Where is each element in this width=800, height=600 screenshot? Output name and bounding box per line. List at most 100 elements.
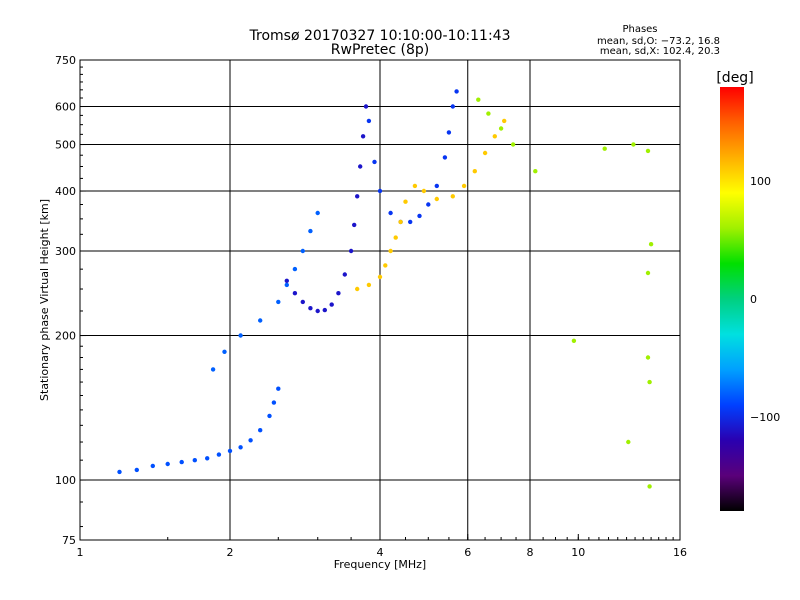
data-point [426, 202, 431, 207]
data-point [421, 188, 427, 194]
data-point [492, 134, 497, 139]
data-point [631, 142, 636, 147]
data-point [355, 286, 360, 292]
data-point [645, 270, 651, 276]
data-point [476, 97, 481, 102]
data-point [222, 349, 227, 354]
data-point [377, 274, 383, 280]
phases-legend-x: mean, sd,X: 102.4, 20.3 [600, 46, 720, 57]
data-point [205, 456, 210, 461]
colorbar-tick-label: 0 [750, 293, 757, 306]
data-point [533, 169, 538, 174]
data-point [258, 318, 263, 323]
chart-subtitle: RwPretec (8p) [331, 42, 429, 58]
data-point [626, 439, 631, 445]
x-tick-label: 1 [77, 546, 84, 559]
colorbar-tick-label: −100 [750, 411, 780, 424]
data-point [292, 266, 298, 272]
phases-legend-o: mean, sd,O: −73.2, 16.8 [597, 36, 720, 47]
data-point [461, 183, 467, 189]
data-point [383, 263, 388, 268]
data-point [300, 248, 305, 254]
data-point [210, 367, 216, 372]
data-points [117, 89, 654, 489]
data-point [336, 291, 341, 296]
data-point [602, 146, 607, 151]
data-point [388, 248, 393, 254]
data-point [454, 89, 459, 94]
data-point [348, 248, 354, 254]
x-axis: 1 2 4 6 8 10 16 [77, 534, 687, 559]
data-point [248, 438, 253, 443]
data-point [442, 155, 448, 160]
data-point [434, 183, 439, 189]
x-tick-label: 16 [673, 546, 687, 559]
data-point [315, 210, 320, 216]
data-point [267, 413, 272, 419]
y-tick-label: 750 [55, 54, 76, 67]
x-tick-label: 2 [227, 546, 234, 559]
data-point [308, 228, 313, 234]
data-point [388, 210, 393, 216]
data-point [329, 302, 334, 307]
data-point [498, 126, 504, 131]
data-point [647, 379, 652, 385]
data-point [502, 118, 507, 124]
data-point [355, 194, 360, 199]
data-point [360, 134, 366, 139]
data-point [450, 104, 455, 109]
data-point [446, 130, 452, 135]
data-point [398, 219, 403, 225]
data-point [645, 355, 651, 360]
colorbar [720, 87, 744, 511]
data-point [165, 461, 170, 467]
data-point [366, 282, 372, 288]
data-point [366, 118, 372, 124]
data-point [486, 111, 491, 116]
data-point [192, 458, 197, 463]
data-point [363, 104, 369, 109]
data-point [322, 307, 327, 313]
data-point [352, 222, 357, 228]
y-axis: 75 100 200 300 400 500 600 750 [55, 54, 86, 547]
y-axis-label: Stationary phase Virtual Height [km] [38, 199, 51, 401]
data-point [276, 299, 281, 305]
y-tick-label: 300 [55, 245, 76, 258]
data-point [308, 306, 313, 311]
grid-lines [80, 60, 680, 540]
data-point [647, 484, 652, 489]
data-point [292, 291, 298, 296]
data-point [238, 445, 243, 450]
data-point [403, 199, 408, 204]
data-point [472, 169, 477, 174]
data-point [408, 219, 413, 225]
data-point [358, 164, 363, 169]
data-point [216, 452, 222, 457]
y-tick-label: 500 [55, 139, 76, 152]
x-tick-label: 8 [527, 546, 534, 559]
y-tick-label: 400 [55, 185, 76, 198]
y-tick-label: 100 [55, 474, 76, 487]
data-point [284, 282, 289, 288]
data-point [300, 299, 305, 305]
y-tick-label: 75 [62, 534, 76, 547]
data-point [417, 213, 422, 219]
x-tick-label: 4 [377, 546, 384, 559]
data-point [342, 272, 347, 277]
data-point [179, 459, 184, 465]
data-point [284, 278, 289, 283]
data-point [648, 242, 654, 247]
data-point [271, 400, 277, 405]
data-point [412, 183, 418, 189]
y-tick-label: 600 [55, 101, 76, 114]
data-point [372, 159, 377, 165]
x-tick-label: 10 [571, 546, 585, 559]
x-axis-label: Frequency [MHz] [334, 558, 426, 571]
data-point [315, 308, 320, 314]
y-tick-label: 200 [55, 330, 76, 343]
colorbar-tick-label: 100 [750, 175, 771, 188]
data-point [227, 448, 233, 454]
data-point [117, 469, 122, 475]
data-point [134, 467, 139, 473]
